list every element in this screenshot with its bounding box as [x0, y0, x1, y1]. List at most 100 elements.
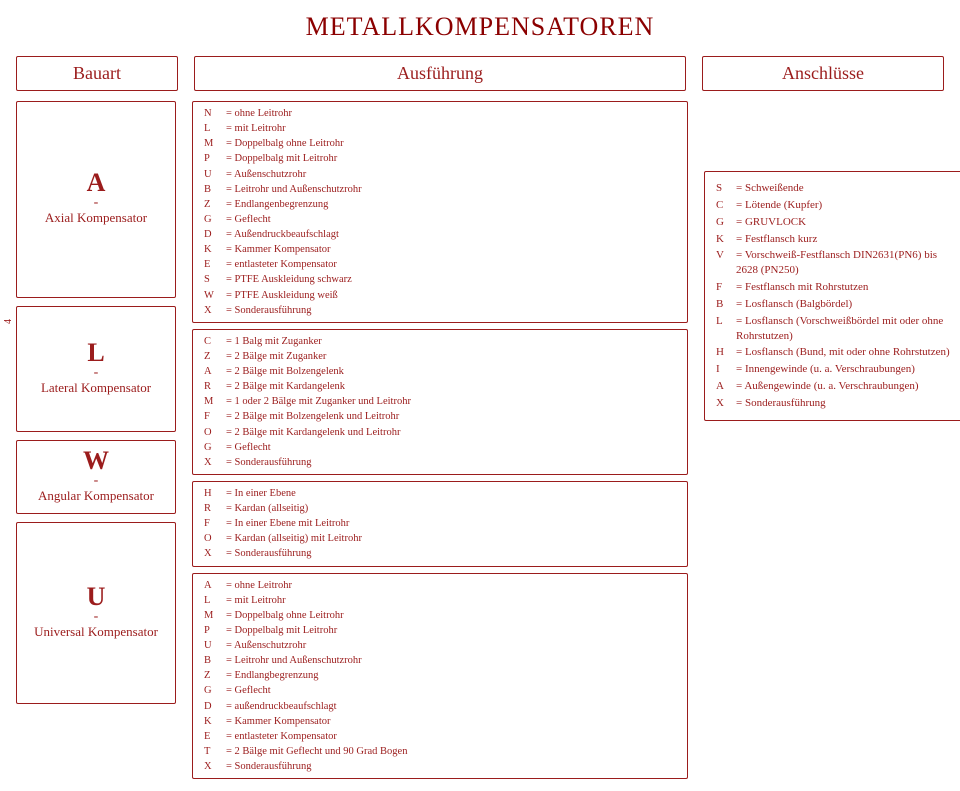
code-key: A [203, 578, 225, 593]
bauart-dash: - [17, 610, 175, 624]
code-value: = 2 Bälge mit Zuganker [225, 349, 412, 364]
anschluss-row: L= Losflansch (Vorschweißbördel mit oder… [715, 313, 955, 345]
bauart-letter: A [17, 169, 175, 198]
code-key: P [203, 151, 225, 166]
code-value: = Geflecht [225, 212, 363, 227]
code-value: = Leitrohr und Außenschutzrohr [225, 182, 363, 197]
code-key: Z [203, 197, 225, 212]
code-key: C [203, 334, 225, 349]
code-value: = 1 Balg mit Zuganker [225, 334, 412, 349]
code-value: = Sonderausführung [225, 303, 363, 318]
header-bauart: Bauart [16, 56, 178, 91]
header-ausfuehrung: Ausführung [194, 56, 686, 91]
code-key: K [203, 242, 225, 257]
code-row: G= Geflecht [203, 440, 412, 455]
anschluss-key: L [715, 313, 735, 345]
code-key: T [203, 744, 225, 759]
anschluss-row: I= Innengewinde (u. a. Verschraubungen) [715, 361, 955, 378]
bauart-label: Axial Kompensator [17, 210, 175, 230]
code-row: K= Kammer Kompensator [203, 714, 408, 729]
anschluss-value: = GRUVLOCK [735, 214, 955, 231]
ausfuehrung-box: A= ohne LeitrohrL= mit LeitrohrM= Doppel… [192, 573, 688, 780]
code-value: = Endlangbegrenzung [225, 668, 408, 683]
anschluss-row: B= Losflansch (Balgbördel) [715, 296, 955, 313]
ausfuehrung-stack: N= ohne LeitrohrL= mit LeitrohrM= Doppel… [192, 101, 688, 779]
bauart-label: Lateral Kompensator [17, 380, 175, 400]
code-value: = außendruckbeaufschlagt [225, 699, 408, 714]
body-row: 4 A-Axial KompensatorL-Lateral Kompensat… [16, 101, 944, 779]
code-value: = entlasteter Kompensator [225, 729, 408, 744]
code-key: K [203, 714, 225, 729]
code-row: Z= 2 Bälge mit Zuganker [203, 349, 412, 364]
code-key: F [203, 516, 225, 531]
code-key: M [203, 394, 225, 409]
anschluss-row: A= Außengewinde (u. a. Verschraubungen) [715, 378, 955, 395]
anschluss-value: = Festflansch kurz [735, 231, 955, 248]
bauart-box: U-Universal Kompensator [16, 522, 176, 704]
bauart-box: W-Angular Kompensator [16, 440, 176, 514]
anschluss-key: G [715, 214, 735, 231]
anschluss-key: V [715, 247, 735, 279]
page-number: 4 [3, 319, 14, 324]
code-row: F= In einer Ebene mit Leitrohr [203, 516, 363, 531]
code-value: = Doppelbalg ohne Leitrohr [225, 136, 363, 151]
code-row: A= 2 Bälge mit Bolzengelenk [203, 364, 412, 379]
code-row: D= außendruckbeaufschlagt [203, 699, 408, 714]
code-key: O [203, 531, 225, 546]
anschluss-key: H [715, 344, 735, 361]
code-row: C= 1 Balg mit Zuganker [203, 334, 412, 349]
code-row: L= mit Leitrohr [203, 593, 408, 608]
code-row: E= entlasteter Kompensator [203, 729, 408, 744]
code-value: = Außenschutzrohr [225, 167, 363, 182]
code-row: N= ohne Leitrohr [203, 106, 363, 121]
anschluss-key: B [715, 296, 735, 313]
code-row: Z= Endlangbegrenzung [203, 668, 408, 683]
code-row: O= 2 Bälge mit Kardangelenk und Leitrohr [203, 425, 412, 440]
code-row: B= Leitrohr und Außenschutzrohr [203, 653, 408, 668]
code-key: D [203, 227, 225, 242]
code-key: S [203, 272, 225, 287]
code-row: X= Sonderausführung [203, 303, 363, 318]
code-value: = ohne Leitrohr [225, 578, 408, 593]
code-key: G [203, 212, 225, 227]
anschluss-row: H= Losflansch (Bund, mit oder ohne Rohrs… [715, 344, 955, 361]
code-value: = PTFE Auskleidung schwarz [225, 272, 363, 287]
code-key: L [203, 593, 225, 608]
anschluss-value: = Losflansch (Bund, mit oder ohne Rohrst… [735, 344, 955, 361]
code-value: = Geflecht [225, 440, 412, 455]
code-value: = Kardan (allseitig) [225, 501, 363, 516]
code-row: G= Geflecht [203, 212, 363, 227]
code-row: L= mit Leitrohr [203, 121, 363, 136]
code-value: = Kardan (allseitig) mit Leitrohr [225, 531, 363, 546]
code-key: M [203, 136, 225, 151]
code-key: A [203, 364, 225, 379]
code-value: = Doppelbalg mit Leitrohr [225, 151, 363, 166]
code-key: W [203, 288, 225, 303]
code-key: G [203, 683, 225, 698]
code-value: = Doppelbalg mit Leitrohr [225, 623, 408, 638]
code-value: = Außendruckbeaufschlagt [225, 227, 363, 242]
anschluss-value: = Losflansch (Vorschweißbördel mit oder … [735, 313, 955, 345]
code-value: = In einer Ebene mit Leitrohr [225, 516, 363, 531]
anschluss-key: A [715, 378, 735, 395]
code-key: X [203, 759, 225, 774]
code-row: M= Doppelbalg ohne Leitrohr [203, 608, 408, 623]
code-key: L [203, 121, 225, 136]
code-row: G= Geflecht [203, 683, 408, 698]
code-value: = Kammer Kompensator [225, 242, 363, 257]
anschluss-value: = Schweißende [735, 180, 955, 197]
code-row: R= 2 Bälge mit Kardangelenk [203, 379, 412, 394]
code-row: T= 2 Bälge mit Geflecht und 90 Grad Boge… [203, 744, 408, 759]
spacer [704, 101, 944, 171]
bauart-stack: A-Axial KompensatorL-Lateral Kompensator… [16, 101, 176, 779]
code-value: = Leitrohr und Außenschutzrohr [225, 653, 408, 668]
header-anschluesse: Anschlüsse [702, 56, 944, 91]
code-value: = Sonderausführung [225, 455, 412, 470]
code-row: M= Doppelbalg ohne Leitrohr [203, 136, 363, 151]
code-row: D= Außendruckbeaufschlagt [203, 227, 363, 242]
code-key: G [203, 440, 225, 455]
code-value: = 2 Bälge mit Kardangelenk und Leitrohr [225, 425, 412, 440]
anschluss-key: X [715, 395, 735, 412]
bauart-dash: - [17, 474, 175, 488]
code-row: F= 2 Bälge mit Bolzengelenk und Leitrohr [203, 409, 412, 424]
